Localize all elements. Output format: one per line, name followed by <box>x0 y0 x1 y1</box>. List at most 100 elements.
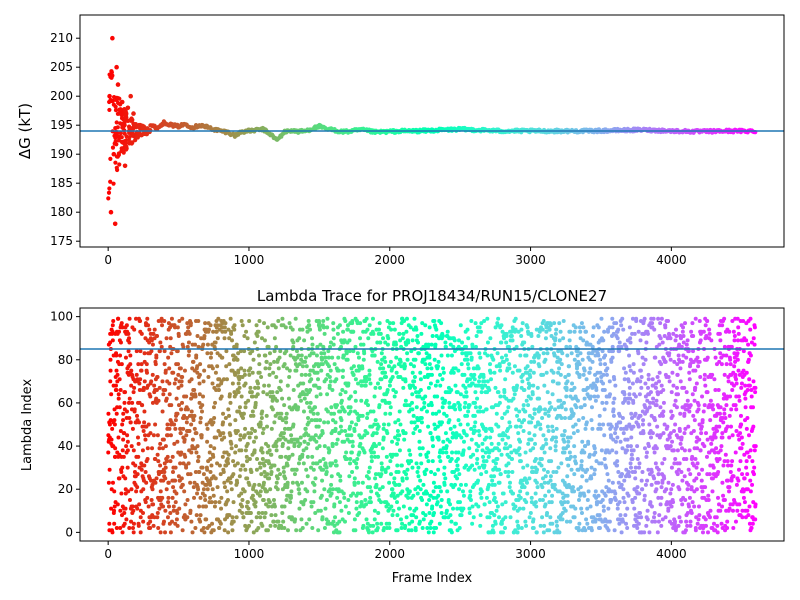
lambda-trace-point <box>597 422 602 427</box>
lambda-trace-point <box>287 454 292 459</box>
free-energy-point <box>108 156 113 161</box>
lambda-trace-point <box>259 416 264 421</box>
lambda-trace-point <box>325 325 330 330</box>
free-energy-point <box>118 107 123 112</box>
lambda-trace-point <box>420 526 425 531</box>
lambda-trace-point <box>290 480 295 485</box>
lambda-trace-point <box>512 364 517 369</box>
lambda-trace-point <box>616 480 621 485</box>
lambda-trace-point <box>189 450 194 455</box>
lambda-trace-point <box>165 433 170 438</box>
lambda-trace-point <box>509 334 514 339</box>
free-energy-point <box>113 131 118 136</box>
lambda-trace-point <box>530 344 535 349</box>
lambda-trace-point <box>589 528 594 533</box>
lambda-trace-point <box>452 482 457 487</box>
lambda-trace-point <box>146 323 151 328</box>
lambda-trace-point <box>189 422 194 427</box>
lambda-trace-point <box>187 428 192 433</box>
lambda-trace-point <box>418 478 423 483</box>
lambda-trace-point <box>476 366 481 371</box>
lambda-trace-point <box>657 370 662 375</box>
lambda-trace-point <box>245 459 250 464</box>
lambda-trace-point <box>384 454 389 459</box>
lambda-trace-point <box>392 476 397 481</box>
lambda-trace-point <box>513 504 518 509</box>
lambda-trace-point <box>122 431 127 436</box>
free-energy-point <box>124 147 129 152</box>
lambda-trace-point <box>150 372 155 377</box>
lambda-trace-point <box>581 372 586 377</box>
lambda-trace-point <box>431 489 436 494</box>
lambda-trace-point <box>285 463 290 468</box>
lambda-trace-point <box>626 379 631 384</box>
lambda-trace-point <box>579 459 584 464</box>
lambda-trace-point <box>357 510 362 515</box>
lambda-trace-point <box>656 467 661 472</box>
lambda-trace-point <box>577 362 582 367</box>
lambda-trace-point <box>593 489 598 494</box>
lambda-trace-point <box>284 416 289 421</box>
lambda-trace-point <box>322 351 327 356</box>
lambda-trace-point <box>275 476 280 481</box>
lambda-trace-point <box>215 336 220 341</box>
lambda-trace-point <box>521 428 526 433</box>
lambda-trace-point <box>243 405 248 410</box>
free-energy-point <box>127 130 132 136</box>
lambda-trace-point <box>392 394 397 399</box>
free-energy-point <box>140 126 145 131</box>
lambda-trace-point <box>631 448 636 453</box>
lambda-trace-point <box>158 340 163 345</box>
free-energy-axes-frame <box>79 14 785 248</box>
lambda-trace-point <box>193 469 198 474</box>
lambda-trace-point <box>645 398 650 403</box>
lambda-trace-point <box>380 465 385 470</box>
lambda-trace-point <box>383 411 388 416</box>
lambda-trace-point <box>381 336 386 341</box>
lambda-trace-point <box>265 528 270 533</box>
lambda-trace-point <box>329 491 334 496</box>
lambda-trace-point <box>231 472 236 477</box>
lambda-trace-point <box>208 457 213 462</box>
lambda-trace-point <box>588 504 593 509</box>
lambda-trace-point <box>437 521 442 526</box>
lambda-trace-point <box>577 521 582 526</box>
free-energy-point <box>106 196 111 201</box>
lambda-trace-point <box>545 510 550 515</box>
lambda-trace-point <box>479 495 484 500</box>
lambda-trace-point <box>545 469 550 474</box>
lambda-trace-point <box>461 493 466 498</box>
lambda-trace-point <box>172 422 177 427</box>
lambda-trace-point <box>517 452 522 457</box>
free-energy-point <box>129 141 134 146</box>
lambda-trace-point <box>548 474 553 479</box>
lambda-trace-point <box>411 431 416 436</box>
free-energy-y-axis-label: ΔG (kT) <box>16 103 34 159</box>
lambda-trace-point <box>260 523 265 528</box>
free-energy-point <box>116 138 122 143</box>
lambda-trace-point <box>515 413 520 418</box>
lambda-trace-point <box>419 461 424 466</box>
free-energy-point <box>118 130 123 136</box>
lambda-trace-point <box>398 517 403 522</box>
lambda-trace-point <box>540 416 545 421</box>
lambda-trace-point <box>135 506 140 511</box>
lambda-trace-point <box>283 426 288 431</box>
lambda-trace-point <box>251 357 256 362</box>
lambda-trace-point <box>248 366 253 371</box>
lambda-trace-point <box>657 379 662 384</box>
lambda-trace-point <box>163 368 168 373</box>
lambda-trace-point <box>350 444 355 449</box>
lambda-trace-point <box>229 487 234 492</box>
lambda-trace-point <box>453 407 458 412</box>
lambda-trace-point <box>395 441 400 446</box>
lambda-trace-point <box>644 523 649 528</box>
lambda-trace-point <box>640 355 645 360</box>
lambda-trace-point <box>655 530 660 535</box>
lambda-trace-point <box>541 433 546 438</box>
lambda-trace-point <box>651 396 656 401</box>
lambda-trace-point <box>342 519 347 524</box>
lambda-trace-point <box>180 316 185 321</box>
lambda-trace-point <box>182 368 187 373</box>
lambda-trace-point <box>376 493 381 498</box>
